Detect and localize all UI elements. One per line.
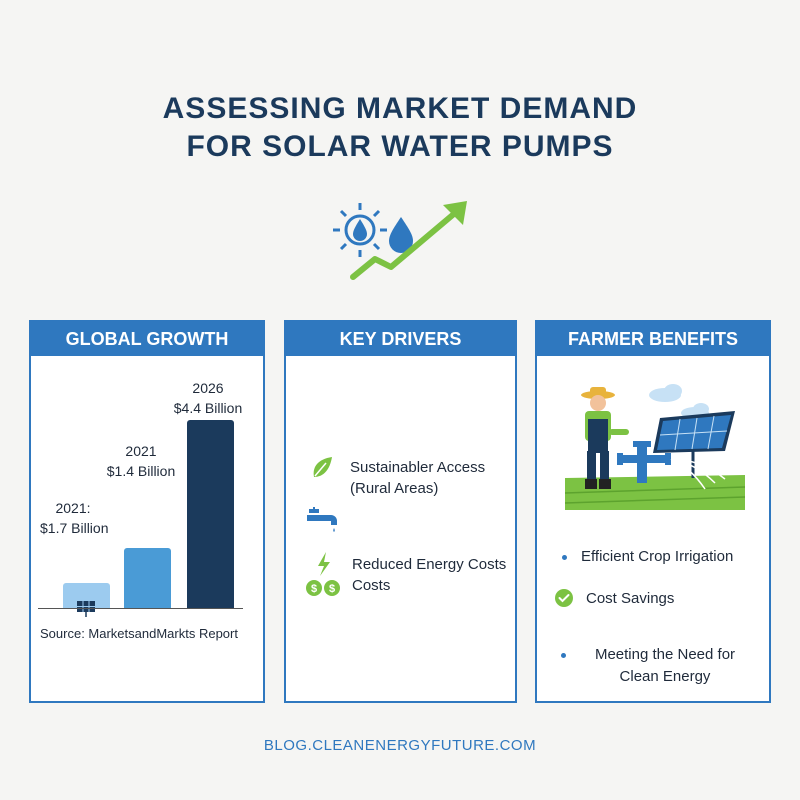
global-growth-header: GLOBAL GROWTH xyxy=(31,322,263,356)
solar-panel-icon xyxy=(77,601,95,617)
chart-baseline xyxy=(38,608,243,609)
driver-3-line-2: Costs xyxy=(352,577,391,594)
driver-3-line-1: Reduced Energy Costs xyxy=(352,556,507,573)
leaf-icon xyxy=(313,457,332,477)
hero-icon-group xyxy=(333,201,467,280)
benefit-2: Cost Savings xyxy=(586,590,675,607)
chart-source: Source: MarketsandMarkts Report xyxy=(40,626,238,641)
page-title: ASSESSING MARKET DEMAND FOR SOLAR WATER … xyxy=(0,90,800,166)
footer-url[interactable]: BLOG.CLEANENERGYFUTURE.COM xyxy=(263,737,537,754)
bar-label-2: 2021 $1.4 Billion xyxy=(101,441,181,481)
farmer-benefits-panel: FARMER BENEFITS xyxy=(535,320,771,703)
driver-1: Sustainabler Access (Rural Areas) xyxy=(350,457,485,499)
benefit-3-bullet xyxy=(561,653,566,658)
cloud-icon xyxy=(649,384,709,419)
growth-arrow-icon xyxy=(350,201,467,280)
bar-2-value: $1.4 Billion xyxy=(106,463,176,479)
bar-2-year: 2021 xyxy=(125,443,157,459)
water-drop-icon xyxy=(389,217,413,253)
benefit-3-line-2: Clean Energy xyxy=(619,668,711,685)
benefit-3: Meeting the Need for Clean Energy xyxy=(578,644,752,688)
bar-2021-b xyxy=(124,548,171,608)
solar-panel-icon xyxy=(653,411,735,478)
key-drivers-panel: KEY DRIVERS xyxy=(284,320,517,703)
svg-text:$: $ xyxy=(311,583,317,595)
farmer-benefits-header: FARMER BENEFITS xyxy=(537,322,769,356)
svg-text:$: $ xyxy=(329,583,335,595)
key-drivers-header: KEY DRIVERS xyxy=(286,322,515,356)
benefit-3-line-1: Meeting the Need for xyxy=(594,646,736,663)
farmer-solar-pump-illustration xyxy=(565,384,745,510)
bar-3-value: $4.4 Billion xyxy=(173,400,243,416)
water-pump-icon xyxy=(617,441,671,483)
bar-1-year: 2021: xyxy=(55,500,91,516)
check-circle-icon xyxy=(555,589,573,607)
benefit-1-bullet xyxy=(562,555,567,560)
title-line-2: FOR SOLAR WATER PUMPS xyxy=(186,130,614,163)
driver-1-line-1: Sustainabler Access xyxy=(350,459,486,476)
title-line-1: ASSESSING MARKET DEMAND xyxy=(162,92,638,125)
farmer-icon xyxy=(581,387,629,489)
bar-3-year: 2026 xyxy=(192,380,224,396)
bar-label-1: 2021: $1.7 Billion xyxy=(40,498,109,538)
water-drop-icon xyxy=(353,219,367,241)
water-tap-icon xyxy=(307,507,337,532)
driver-3: Reduced Energy Costs Costs xyxy=(352,554,506,596)
sun-icon xyxy=(333,203,387,257)
driver-1-line-2: (Rural Areas) xyxy=(350,480,439,497)
bar-1-value: $1.7 Billion xyxy=(40,520,109,536)
bar-label-3: 2026 $4.4 Billion xyxy=(166,378,250,418)
bar-2021-a xyxy=(63,583,110,617)
benefit-1: Efficient Crop Irrigation xyxy=(581,548,734,565)
bar-2026 xyxy=(187,420,234,608)
energy-savings-icon: $ $ xyxy=(306,552,340,596)
